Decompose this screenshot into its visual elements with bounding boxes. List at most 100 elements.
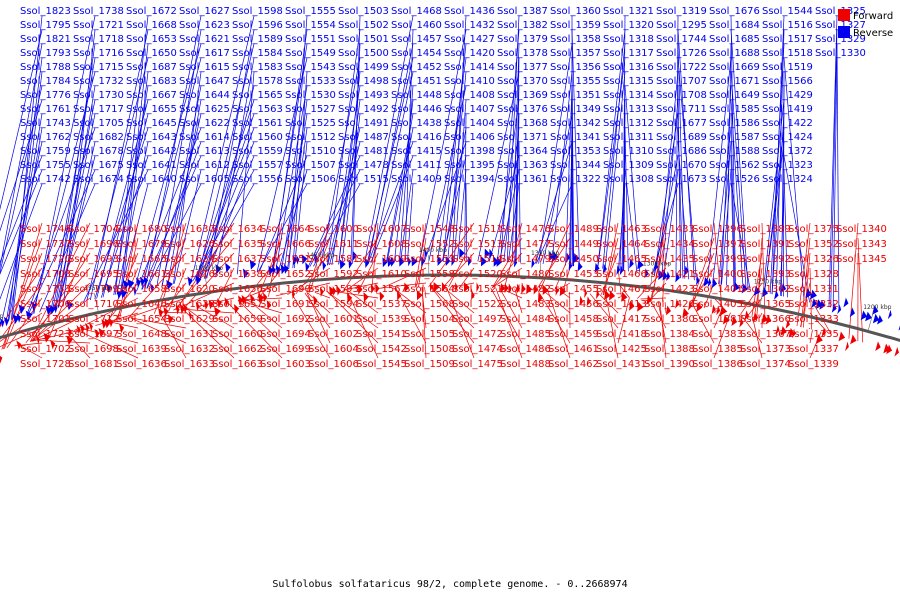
reverse-gene-label: Ssol_1363 xyxy=(497,160,548,171)
reverse-gene-label: Ssol_1409 xyxy=(391,174,442,185)
reverse-gene-label: Ssol_1732 xyxy=(73,76,124,87)
forward-feature-arrow xyxy=(416,290,423,301)
label-connector xyxy=(341,113,361,265)
reverse-feature-arrow xyxy=(644,268,649,279)
label-connector xyxy=(195,99,255,281)
forward-gene-label: Ssol_1664 xyxy=(260,224,311,235)
label-connector xyxy=(338,71,361,265)
label-connector xyxy=(199,141,255,280)
forward-feature-arrow xyxy=(719,305,727,316)
forward-gene-label: Ssol_1459 xyxy=(548,329,599,340)
forward-feature-arrow xyxy=(711,304,716,315)
reverse-gene-label: Ssol_1544 xyxy=(762,6,813,17)
label-connector xyxy=(371,71,414,263)
label-connector xyxy=(346,267,379,291)
label-connector xyxy=(693,306,715,344)
forward-feature-arrow xyxy=(262,292,268,303)
label-connector xyxy=(73,297,139,331)
reverse-feature-arrow xyxy=(399,256,405,267)
reverse-feature-arrow xyxy=(139,276,145,287)
label-connector xyxy=(677,57,697,281)
reverse-gene-label: Ssol_1516 xyxy=(762,20,813,31)
reverse-gene-label: Ssol_1587 xyxy=(709,132,760,143)
label-connector xyxy=(769,43,785,294)
reverse-feature-arrow xyxy=(860,310,868,321)
forward-gene-label: Ssol_1511 xyxy=(452,224,503,235)
forward-gene-label: Ssol_1553 xyxy=(404,254,455,265)
forward-gene-label: Ssol_1475 xyxy=(452,359,503,370)
label-connector xyxy=(800,237,811,328)
reverse-gene-label: Ssol_1605 xyxy=(179,174,230,185)
reverse-gene-label: Ssol_1557 xyxy=(232,160,283,171)
reverse-feature-arrow xyxy=(843,297,849,308)
label-connector xyxy=(346,289,379,359)
reverse-feature-arrow xyxy=(703,276,710,287)
forward-gene-label: Ssol_1513 xyxy=(452,239,503,250)
forward-feature-arrow xyxy=(0,355,3,364)
forward-feature-arrow xyxy=(821,327,827,338)
forward-feature-arrow xyxy=(233,303,240,314)
reverse-gene-label: Ssol_1415 xyxy=(391,146,442,157)
forward-feature-arrow xyxy=(500,282,505,293)
reverse-feature-arrow xyxy=(225,262,231,273)
reverse-gene-label: Ssol_1451 xyxy=(391,76,442,87)
forward-gene-label: Ssol_1453 xyxy=(548,269,599,280)
forward-gene-label: Ssol_1635 xyxy=(212,239,263,250)
forward-feature-arrow xyxy=(347,293,353,303)
label-connector xyxy=(740,282,763,315)
forward-feature-arrow xyxy=(175,304,180,315)
forward-gene-label: Ssol_1630 xyxy=(164,224,215,235)
reverse-feature-arrow xyxy=(815,299,823,309)
label-connector xyxy=(419,29,467,262)
reverse-gene-label: Ssol_1357 xyxy=(550,48,601,59)
label-connector xyxy=(205,155,255,279)
label-connector xyxy=(5,113,43,322)
label-connector xyxy=(327,29,361,266)
forward-feature-arrow xyxy=(67,326,72,337)
label-connector xyxy=(313,183,361,267)
reverse-gene-label: Ssol_1527 xyxy=(285,104,336,115)
label-connector xyxy=(346,289,379,314)
label-connector xyxy=(146,183,202,289)
label-connector xyxy=(538,43,573,264)
forward-feature-arrow xyxy=(716,305,721,316)
label-connector xyxy=(617,296,621,299)
forward-gene-label: Ssol_1737 xyxy=(20,239,71,250)
label-connector xyxy=(57,85,96,308)
reverse-gene-label: Ssol_1589 xyxy=(232,34,283,45)
forward-gene-label: Ssol_1465 xyxy=(596,254,647,265)
label-connector xyxy=(326,291,379,329)
label-connector xyxy=(551,71,573,265)
reverse-feature-arrow xyxy=(602,263,607,274)
reverse-feature-arrow xyxy=(30,301,36,311)
reverse-gene-label: Ssol_1394 xyxy=(444,174,495,185)
forward-gene-label: Ssol_1539 xyxy=(356,314,407,325)
forward-gene-label: Ssol_1482 xyxy=(500,284,551,295)
label-connector xyxy=(619,155,626,271)
forward-feature-arrow xyxy=(108,317,114,328)
forward-feature-arrow xyxy=(604,290,611,300)
forward-feature-arrow xyxy=(183,303,188,314)
legend-swatch-reverse xyxy=(838,26,850,38)
legend-swatch-forward xyxy=(838,9,850,21)
reverse-gene-label: Ssol_1623 xyxy=(179,20,230,31)
reverse-gene-label: Ssol_1554 xyxy=(285,20,336,31)
reverse-feature-arrow xyxy=(753,285,761,296)
label-connector xyxy=(758,312,763,319)
forward-feature-arrow xyxy=(441,282,447,293)
forward-gene-label: Ssol_1435 xyxy=(644,254,695,265)
label-connector xyxy=(378,282,427,289)
reverse-feature-arrow xyxy=(707,277,712,288)
forward-feature-arrow xyxy=(785,318,790,329)
forward-feature-arrow xyxy=(98,327,105,338)
reverse-gene-label: Ssol_1683 xyxy=(126,76,177,87)
forward-gene-label: Ssol_1331 xyxy=(788,284,839,295)
label-connector xyxy=(32,282,91,342)
forward-feature-arrow xyxy=(542,285,549,295)
label-connector xyxy=(236,71,255,275)
forward-gene-label: Ssol_1594 xyxy=(308,299,359,310)
forward-gene-label: Ssol_1462 xyxy=(548,359,599,370)
forward-gene-label: Ssol_1706 xyxy=(20,299,71,310)
reverse-feature-arrow xyxy=(493,256,500,267)
reverse-gene-label: Ssol_1776 xyxy=(20,90,71,101)
